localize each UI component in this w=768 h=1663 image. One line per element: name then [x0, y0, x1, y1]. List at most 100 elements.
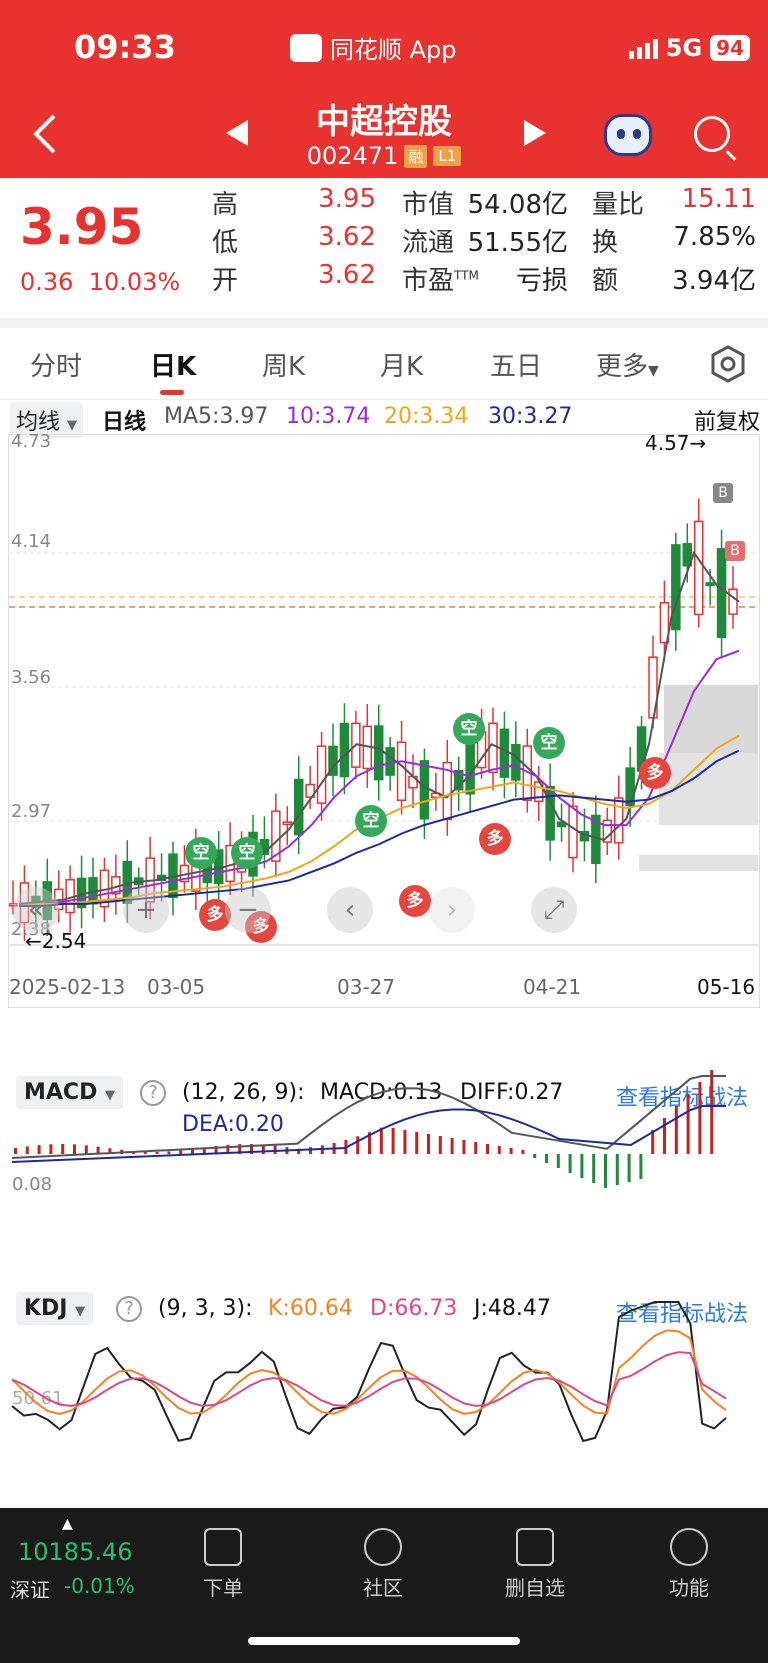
help-icon[interactable]: ?	[140, 1080, 166, 1106]
collapse-left-icon[interactable]: «	[13, 887, 59, 933]
macd-bar	[556, 1154, 560, 1168]
status-right: 5G 94	[628, 34, 750, 62]
battery-icon: 94	[710, 35, 750, 61]
y-tick: 4.73	[11, 431, 52, 452]
j-value: J:48.47	[474, 1296, 551, 1321]
ma-line-10	[18, 649, 740, 907]
macd-bar	[474, 1142, 478, 1154]
tab-five-day[interactable]: 五日	[490, 352, 543, 382]
kdj-chart[interactable]: 50.61	[8, 1282, 760, 1484]
adjust-mode[interactable]: 前复权	[693, 410, 760, 435]
macd-select[interactable]: MACD ▼	[16, 1076, 123, 1109]
diff-line	[11, 1075, 726, 1159]
scroll-right-icon[interactable]: ›	[429, 887, 475, 933]
candle-body	[511, 743, 521, 781]
macd-bar	[49, 1144, 53, 1154]
assistant-robot-icon[interactable]	[604, 114, 652, 156]
fullscreen-icon[interactable]: ⤢	[531, 887, 577, 933]
kdj-select[interactable]: KDJ ▼	[16, 1292, 94, 1325]
macd-bar	[202, 1147, 206, 1154]
next-stock-icon[interactable]	[524, 120, 546, 146]
candle-body	[568, 805, 578, 859]
candle-body	[328, 745, 338, 776]
settings-icon[interactable]	[708, 344, 748, 384]
index-name: 深证	[10, 1578, 50, 1602]
macd-bar	[580, 1154, 584, 1178]
nav-community[interactable]: 社区	[338, 1520, 428, 1601]
zoom-in-icon[interactable]: +	[123, 887, 169, 933]
macd-bar	[309, 1147, 312, 1154]
y-tick: 2.38	[11, 919, 52, 940]
nav-functions-label: 功能	[669, 1576, 709, 1600]
signal-badge-short[interactable]: 空	[533, 727, 565, 759]
tab-weekly-k[interactable]: 周K	[262, 352, 306, 382]
status-app-name: 同花顺 App	[330, 36, 457, 64]
tab-monthly-k[interactable]: 月K	[380, 352, 424, 382]
tab-daily-k[interactable]: 日K	[150, 352, 197, 382]
macd-bar	[568, 1154, 572, 1173]
back-icon[interactable]	[30, 112, 60, 156]
macd-bar	[238, 1144, 242, 1154]
signal-badge-short[interactable]: 空	[231, 837, 263, 869]
volume-ratio-value: 15.11	[681, 184, 756, 214]
nav-order[interactable]: 下单	[178, 1520, 268, 1601]
macd-bar	[438, 1136, 442, 1154]
kdj-params: (9, 3, 3):	[158, 1296, 253, 1321]
help-icon[interactable]: ?	[116, 1296, 142, 1322]
y-tick: 2.97	[11, 801, 52, 822]
nav-community-label: 社区	[363, 1576, 403, 1600]
candle-body	[465, 737, 475, 795]
period-tabs: 分时 日K 周K 月K 五日 更多▼	[0, 328, 768, 400]
index-value[interactable]: 10185.46	[18, 1538, 133, 1566]
zoom-out-icon[interactable]: −	[225, 887, 271, 933]
signal-badge-long[interactable]: 多	[479, 823, 511, 855]
signal-badge-long[interactable]: 多	[199, 899, 231, 931]
signal-badge-short[interactable]: 空	[453, 713, 485, 745]
tab-more[interactable]: 更多▼	[596, 346, 659, 383]
macd-bar	[509, 1148, 513, 1154]
scroll-left-icon[interactable]: ‹	[327, 887, 373, 933]
candle-body	[556, 821, 567, 828]
ma-select[interactable]: 均线 ▼	[10, 402, 84, 438]
macd-bar	[663, 1118, 666, 1154]
open-value: 3.62	[318, 260, 376, 290]
prev-stock-icon[interactable]	[226, 120, 248, 146]
macd-chart[interactable]: 0.08	[8, 1066, 760, 1268]
home-indicator[interactable]	[248, 1637, 520, 1645]
kline-chart[interactable]: 4.73 4.14 3.56 2.97 2.38 4.57→ ←2.54 空 空…	[8, 431, 760, 1008]
macd-bar	[521, 1150, 525, 1154]
x-label: 05-16	[697, 975, 756, 999]
nav-functions[interactable]: 功能	[644, 1520, 734, 1601]
kdj-strategy-link[interactable]: 查看指标战法	[616, 1302, 749, 1327]
status-app-indicator[interactable]: 同花顺 App	[290, 30, 457, 65]
current-price: 3.95	[20, 198, 144, 256]
signal-badge-short[interactable]: 空	[355, 805, 387, 837]
candle-body	[705, 582, 715, 587]
buy-marker[interactable]: B	[725, 541, 745, 561]
community-icon	[364, 1528, 402, 1566]
dropdown-icon: ▼	[648, 363, 659, 379]
nav-remove-watchlist[interactable]: 删自选	[490, 1520, 580, 1601]
high-label: 高	[212, 190, 239, 220]
tab-intraday[interactable]: 分时	[30, 352, 83, 382]
signal-badge-short[interactable]: 空	[185, 837, 217, 869]
x-label: 03-05	[147, 975, 206, 999]
signal-badge-long[interactable]: 多	[399, 885, 431, 917]
divider	[0, 318, 768, 328]
candle-body	[396, 741, 407, 801]
amount-value: 3.94亿	[672, 266, 756, 296]
macd-strategy-link[interactable]: 查看指标战法	[616, 1086, 749, 1111]
candle-body	[385, 747, 395, 776]
tab-underline	[160, 390, 184, 395]
search-icon[interactable]	[694, 116, 730, 152]
buy-marker[interactable]: B	[713, 483, 733, 503]
macd-bar	[462, 1140, 466, 1154]
candle-body	[293, 778, 304, 836]
x-label: 04-21	[523, 975, 582, 999]
macd-bar	[627, 1154, 631, 1182]
signal-badge-long[interactable]: 多	[245, 911, 277, 943]
margin-tag: 融	[404, 144, 428, 168]
index-change: -0.01%	[64, 1574, 135, 1598]
signal-badge-long[interactable]: 多	[639, 757, 671, 789]
expand-up-icon[interactable]: ▲	[62, 1516, 73, 1532]
